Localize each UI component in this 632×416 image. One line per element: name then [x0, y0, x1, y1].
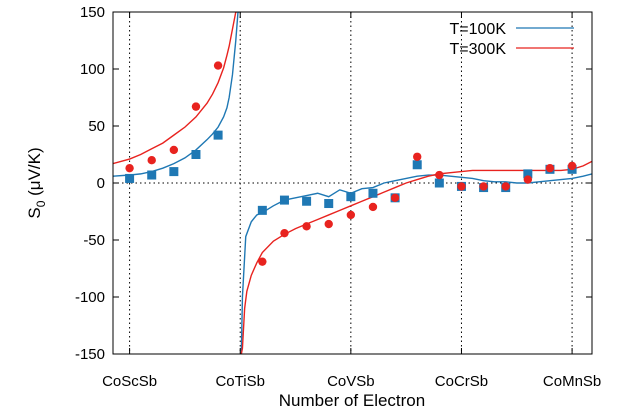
- x-tick-label: CoTiSb: [215, 373, 264, 390]
- legend-label-100k: T=100K: [450, 21, 507, 38]
- axis-ticks: CoScSb CoTiSb CoVSb CoCrSb CoMnSb -150 -100 -50…: [75, 4, 601, 390]
- circle-marker: [346, 210, 356, 220]
- y-axis-title-main: S: [25, 207, 44, 218]
- circle-marker: [457, 182, 466, 191]
- y-tick-label: -150: [75, 346, 105, 363]
- y-tick-label: 50: [88, 118, 105, 135]
- circle-marker: [258, 257, 267, 266]
- circle-marker: [545, 163, 555, 173]
- square-marker: [257, 205, 267, 215]
- x-tick-label: CoCrSb: [435, 373, 488, 390]
- y-axis-title-sub: 0: [34, 200, 48, 207]
- square-marker: [279, 195, 289, 205]
- x-tick-label: CoScSb: [102, 373, 157, 390]
- circle-marker: [567, 161, 577, 171]
- y-tick-label: 150: [80, 4, 105, 21]
- square-marker: [302, 196, 312, 206]
- circle-marker: [523, 175, 533, 184]
- circle-marker: [169, 145, 179, 155]
- circle-marker: [147, 156, 156, 165]
- square-marker: [523, 169, 533, 179]
- circle-marker: [280, 228, 289, 238]
- x-axis-title: Number of Electron: [279, 391, 425, 410]
- circle-marker: [125, 163, 134, 173]
- legend-label-300k: T=300K: [450, 41, 507, 58]
- square-marker: [169, 167, 179, 177]
- y-tick-label: 100: [80, 61, 105, 78]
- circle-marker: [479, 182, 488, 191]
- legend: T=100K T=300K: [450, 21, 574, 58]
- square-marker: [434, 178, 444, 188]
- circle-marker: [302, 222, 311, 231]
- circle-marker: [435, 170, 444, 180]
- y-axis-title: S0 (μV/K): [25, 147, 48, 218]
- square-marker: [147, 170, 157, 180]
- x-tick-label: CoMnSb: [543, 373, 601, 390]
- data-markers: [125, 61, 577, 266]
- circle-marker: [213, 61, 223, 70]
- x-tick-label: CoVSb: [327, 373, 375, 390]
- square-marker: [213, 130, 223, 140]
- y-tick-label: 0: [97, 175, 105, 192]
- y-tick-label: -50: [83, 232, 105, 249]
- circle-marker: [191, 102, 201, 111]
- y-axis-title-unit: (μV/K): [25, 147, 44, 200]
- circle-marker: [324, 219, 333, 229]
- square-marker: [324, 199, 334, 209]
- square-marker: [368, 188, 378, 198]
- square-marker: [412, 160, 422, 170]
- circle-marker: [413, 152, 422, 161]
- circle-marker: [501, 182, 510, 191]
- circle-marker: [390, 193, 400, 203]
- square-marker: [125, 173, 135, 183]
- y-tick-label: -100: [75, 289, 105, 306]
- square-marker: [346, 192, 356, 202]
- circle-marker: [368, 202, 378, 212]
- square-marker: [191, 150, 201, 159]
